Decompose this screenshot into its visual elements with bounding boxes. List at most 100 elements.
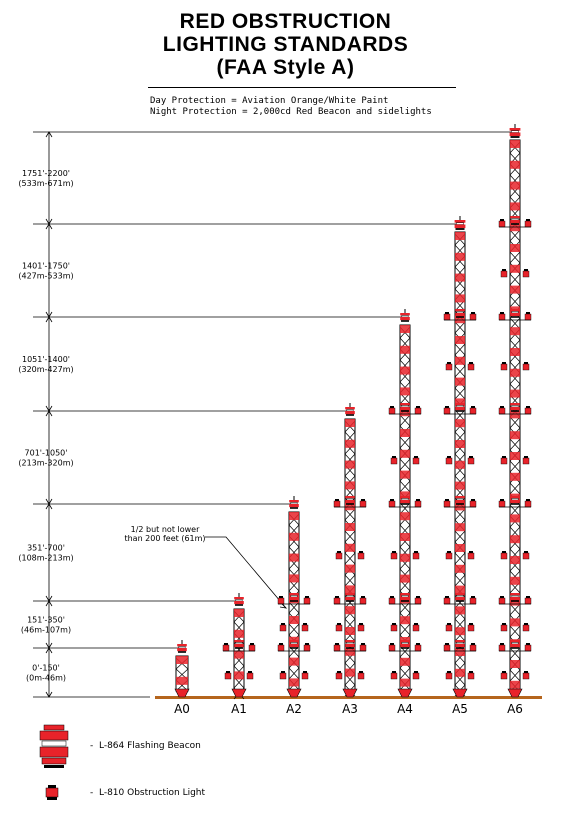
obstruction-light xyxy=(498,644,506,652)
band-label-feet: 1401'-1750' xyxy=(22,262,70,271)
paint-band xyxy=(400,533,410,541)
obstruction-light-cap xyxy=(414,551,418,553)
obstruction-light-cap xyxy=(390,406,394,408)
obstruction-light xyxy=(301,672,309,680)
obstruction-light-cap xyxy=(502,623,506,625)
tower-base xyxy=(507,688,523,698)
beacon-light xyxy=(510,407,520,411)
beacon-light xyxy=(400,593,410,596)
obstruction-light-cap xyxy=(303,623,307,625)
beacon-light xyxy=(345,496,355,499)
beacon-base xyxy=(456,503,464,505)
obstruction-light xyxy=(445,552,453,560)
obstruction-light xyxy=(467,552,475,560)
lattice-brace xyxy=(509,438,521,451)
tower-a6 xyxy=(498,124,532,698)
obstruction-light xyxy=(500,552,508,560)
obstruction-light xyxy=(469,597,477,605)
beacon-light xyxy=(455,309,465,312)
tower-base xyxy=(231,688,247,698)
tower-base xyxy=(286,688,302,698)
beacon-light xyxy=(400,403,410,406)
title-block: RED OBSTRUCTION LIGHTING STANDARDS (FAA … xyxy=(0,10,571,79)
paint-band xyxy=(345,627,355,635)
paint-band xyxy=(234,671,244,680)
beacon-band xyxy=(401,315,409,318)
obstruction-light-cap xyxy=(224,643,228,645)
beacon-band xyxy=(511,642,519,645)
tower-base xyxy=(397,688,413,698)
paint-band xyxy=(510,514,520,523)
obstruction-light xyxy=(412,672,420,680)
obstruction-light-cap xyxy=(502,269,506,271)
obstruction-light-cap xyxy=(526,406,530,408)
band-label-meters: (46m-107m) xyxy=(21,626,71,635)
beacon-light xyxy=(400,407,410,411)
obstruction-icon-part xyxy=(47,797,57,800)
beacon-base xyxy=(456,410,464,412)
paint-band xyxy=(455,252,465,261)
band-label-feet: 0'-150' xyxy=(32,664,60,673)
obstruction-light xyxy=(469,313,477,321)
night-protection-text: Night Protection = 2,000cd Red Beacon an… xyxy=(150,107,432,117)
obstruction-light-cap xyxy=(414,456,418,458)
arrow-up-icon xyxy=(45,647,53,654)
tower-label: A2 xyxy=(286,702,302,716)
beacon-base xyxy=(290,647,298,649)
beacon-band xyxy=(346,595,354,598)
obstruction-light-cap xyxy=(524,269,528,271)
arrow-up-icon xyxy=(45,131,53,138)
paint-band xyxy=(510,556,520,564)
paint-band xyxy=(400,408,410,417)
beacon-base xyxy=(235,647,243,649)
band-label-feet: 151'-350' xyxy=(27,616,65,625)
paint-band xyxy=(510,181,520,190)
beacon-base xyxy=(401,320,409,322)
beacon-band xyxy=(346,498,354,501)
paint-band xyxy=(400,553,410,562)
beacon-base xyxy=(511,600,519,602)
paint-band xyxy=(345,647,355,656)
paint-band xyxy=(234,650,244,659)
beacon-base xyxy=(401,600,409,602)
beacon-base xyxy=(290,507,298,509)
obstruction-light xyxy=(443,313,451,321)
obstruction-light-cap xyxy=(337,671,341,673)
paint-band xyxy=(455,377,465,386)
obstruction-light xyxy=(500,363,508,371)
band-label-feet: 1751'-2200' xyxy=(22,169,70,178)
lattice-brace xyxy=(509,669,521,682)
obstruction-light-cap xyxy=(526,596,530,598)
obstruction-light-cap xyxy=(447,623,451,625)
obstruction-light-cap xyxy=(305,643,309,645)
paint-band xyxy=(400,325,410,333)
beacon-icon-part xyxy=(41,757,67,765)
paint-band xyxy=(455,356,465,365)
beacon-light xyxy=(455,403,465,406)
beacon-light xyxy=(510,640,520,643)
obstruction-light xyxy=(500,270,508,278)
obstruction-light xyxy=(524,597,532,605)
paint-band xyxy=(345,564,355,573)
obstruction-light-cap xyxy=(390,596,394,598)
beacon-light xyxy=(345,411,355,415)
obstruction-light xyxy=(467,624,475,632)
obstruction-light xyxy=(414,597,422,605)
beacon-band xyxy=(511,595,519,598)
paint-band xyxy=(345,543,355,552)
tower-base xyxy=(342,688,358,698)
obstruction-light xyxy=(522,270,530,278)
obstruction-light-cap xyxy=(279,596,283,598)
obstruction-light xyxy=(524,407,532,415)
beacon-light xyxy=(400,500,410,504)
obstruction-light-cap xyxy=(226,671,230,673)
band-label-meters: (320m-427m) xyxy=(18,365,73,374)
paint-band xyxy=(455,460,465,469)
paint-band xyxy=(510,618,520,627)
lattice-brace xyxy=(454,387,466,400)
tower-label: A3 xyxy=(342,702,358,716)
arrow-up-icon xyxy=(45,410,53,417)
beacon-icon-part xyxy=(39,730,69,741)
obstruction-light xyxy=(445,457,453,465)
